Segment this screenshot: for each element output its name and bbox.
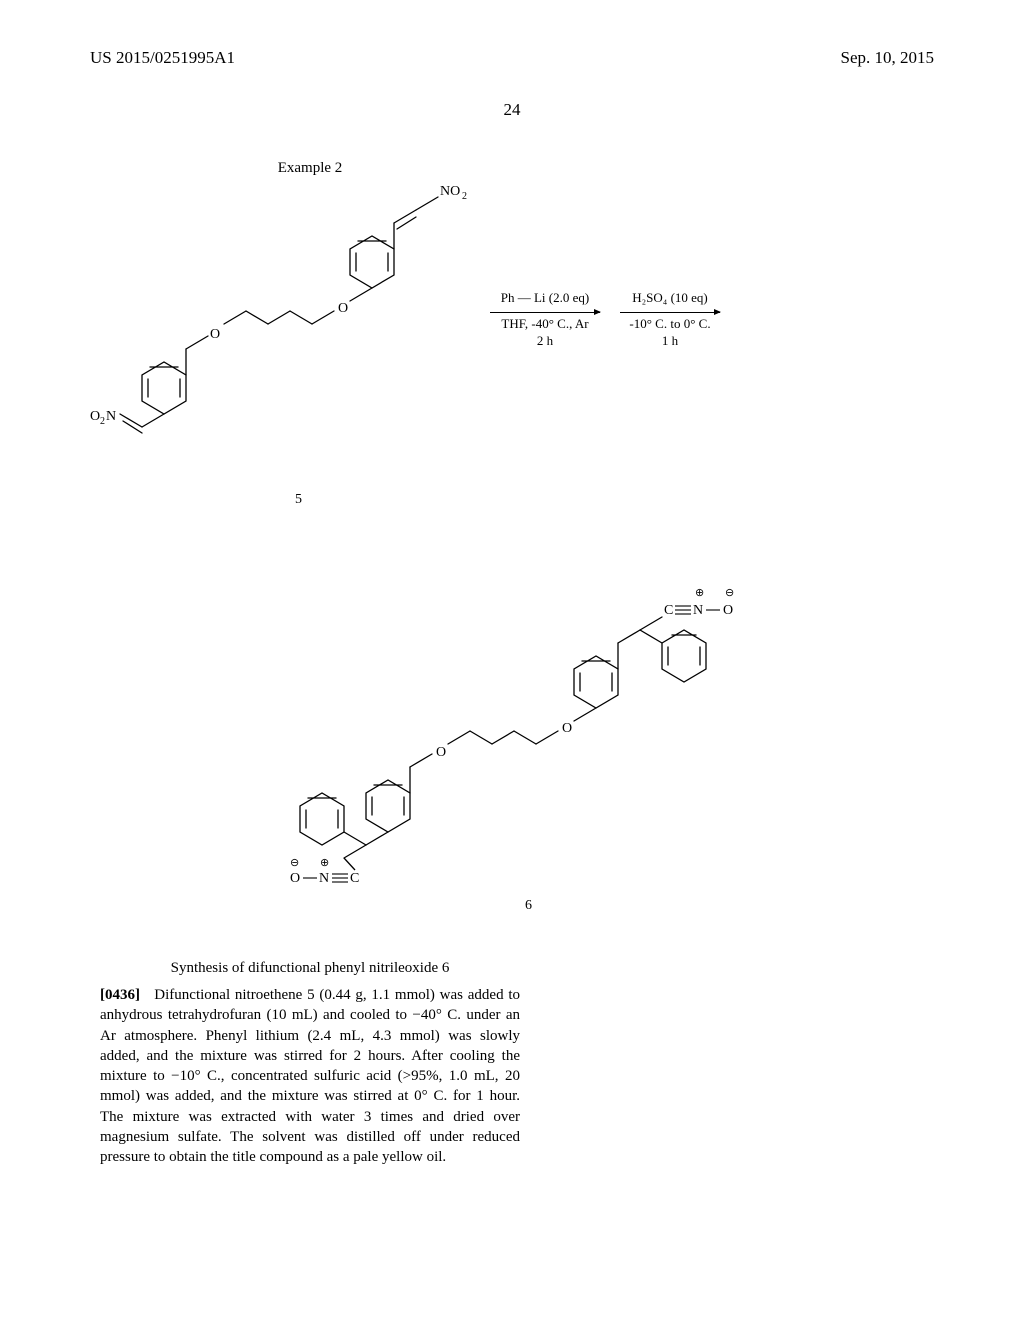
reaction-scheme: NO 2 O 2 N O O 5 Ph ― Li (2.0 eq) THF, -… <box>90 190 720 520</box>
compound-6-svg: C N O ⊕ ⊖ O O O N C <box>240 560 740 930</box>
reagent-2-line1: -10° C. to 0° C. <box>620 316 720 333</box>
reagent-2-conditions: -10° C. to 0° C. 1 h <box>620 316 720 350</box>
svg-text:O: O <box>436 745 446 760</box>
svg-text:N: N <box>106 409 116 424</box>
reagent-1: Ph ― Li (2.0 eq) <box>490 290 600 307</box>
svg-text:N: N <box>693 603 703 618</box>
patent-date: Sep. 10, 2015 <box>841 48 935 68</box>
reaction-arrow-2 <box>620 312 720 313</box>
svg-text:C: C <box>350 871 359 886</box>
para-0436: [0436] Difunctional nitroethene 5 (0.44 … <box>100 985 520 1167</box>
page-number: 24 <box>0 100 1024 120</box>
reaction-arrow-1 <box>490 312 600 313</box>
reagent-1-top: Ph ― Li (2.0 eq) <box>490 290 600 307</box>
compound-6-label: 6 <box>525 898 532 914</box>
example-label: Example 2 <box>100 160 520 177</box>
svg-text:⊕: ⊕ <box>320 857 329 869</box>
no2-label-bottom: O <box>90 409 100 424</box>
para-0436-text: Difunctional nitroethene 5 (0.44 g, 1.1 … <box>100 987 520 1165</box>
svg-text:O: O <box>723 603 733 618</box>
svg-text:⊖: ⊖ <box>290 857 299 869</box>
svg-text:2: 2 <box>100 416 105 427</box>
synthesis-subtitle: Synthesis of difunctional phenyl nitrile… <box>100 960 520 977</box>
o-label-right: O <box>338 301 348 316</box>
product-structure-area: C N O ⊕ ⊖ O O O N C <box>240 560 740 930</box>
compound-5-label: 5 <box>295 492 302 508</box>
reagent-1-line2: 2 h <box>490 333 600 350</box>
reagent-1-conditions: THF, -40° C., Ar 2 h <box>490 316 600 350</box>
reagent-1-line1: THF, -40° C., Ar <box>490 316 600 333</box>
patent-number: US 2015/0251995A1 <box>90 48 235 68</box>
reagent-2-line2: 1 h <box>620 333 720 350</box>
svg-text:N: N <box>319 871 329 886</box>
svg-text:⊖: ⊖ <box>725 587 734 599</box>
reagent-2-top: H₂SO₄ (10 eq) <box>620 290 720 307</box>
page-header: US 2015/0251995A1 Sep. 10, 2015 <box>90 48 934 68</box>
svg-text:2: 2 <box>462 191 467 202</box>
para-0436-num: [0436] <box>100 987 140 1003</box>
svg-text:O: O <box>562 721 572 736</box>
compound-5-svg: NO 2 O 2 N O O <box>90 180 480 500</box>
svg-text:⊕: ⊕ <box>695 587 704 599</box>
no2-label-top: NO <box>440 184 460 199</box>
svg-text:C: C <box>664 603 673 618</box>
svg-text:O: O <box>290 871 300 886</box>
o-label-left: O <box>210 327 220 342</box>
reagent-2: H₂SO₄ (10 eq) <box>620 290 720 307</box>
